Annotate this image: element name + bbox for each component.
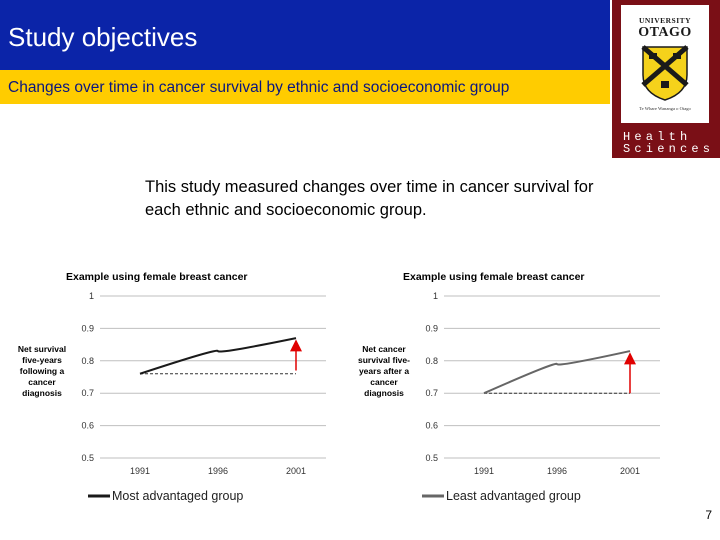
slide-title: Study objectives [8,22,198,52]
y-tick-label: 0.6 [425,421,438,431]
y-axis-label: Net survival five-years following a cancer d… [18,344,66,398]
slide-subtitle: Changes over time in cancer survival by … [8,79,510,96]
y-tick-label: 0.8 [425,356,438,366]
y-tick-label: 0.9 [425,323,438,333]
y-axis-label-line: diagnosis [364,388,404,398]
y-tick-label: 0.7 [425,388,438,398]
sciences-text: Sciences [623,142,715,156]
subtitle-bar: Changes over time in cancer survival by … [0,70,610,104]
y-tick-label: 0.5 [425,453,438,463]
y-axis-label-line: survival five- [358,355,410,365]
y-tick-label: 0.8 [81,356,94,366]
series-line [139,337,297,375]
logo-motto: Te Whare Wananga o Otago [639,106,691,111]
y-tick-label: 0.5 [81,453,94,463]
y-axis-label-line: cancer [28,377,56,387]
charts-svg: Example using female breast cancer 1 0.9 0.… [18,271,660,503]
x-tick-label: 1996 [547,466,567,476]
logo-otago-word: OTAGO [638,25,692,40]
university-logo: UNIVERSITY OTAGO Te Whare Wananga o Otag… [621,5,709,123]
legend-label: Least advantaged group [446,489,581,503]
page-number: 7 [705,508,712,522]
series-line [483,350,631,395]
y-tick-label: 0.7 [81,388,94,398]
x-tick-label: 1996 [208,466,228,476]
chart-title: Example using female breast cancer [403,271,585,283]
y-tick-label: 0.6 [81,421,94,431]
x-tick-label: 1991 [130,466,150,476]
y-tick-label: 0.9 [81,323,94,333]
shield-icon [641,45,689,101]
y-axis-label-line: diagnosis [22,388,62,398]
x-tick-label: 2001 [620,466,640,476]
y-axis-label-line: Net survival [18,344,66,354]
chart-area: Example using female breast cancer 1 0.9 0.… [0,260,720,510]
y-axis-label-line: cancer [370,377,398,387]
x-tick-label: 1991 [474,466,494,476]
y-axis-label: Net cancer survival five-years after a can… [358,344,410,398]
y-tick-label: 1 [433,291,438,301]
health-text: Health [623,130,692,144]
y-axis-label-line: years after a [359,366,409,376]
y-axis-label-line: following a [20,366,65,376]
title-bar: Study objectives [0,0,610,70]
intro-text: This study measured changes over time in… [145,178,594,219]
chart-title: Example using female breast cancer [66,271,248,283]
y-tick-label: 1 [89,291,94,301]
legend-label: Most advantaged group [112,489,243,503]
y-axis-label-line: Net cancer [362,344,406,354]
university-logo-panel: UNIVERSITY OTAGO Te Whare Wananga o Otag… [612,0,720,158]
logo-university-word: UNIVERSITY [638,16,692,25]
y-axis-label-line: five-years [22,355,62,365]
x-tick-label: 2001 [286,466,306,476]
